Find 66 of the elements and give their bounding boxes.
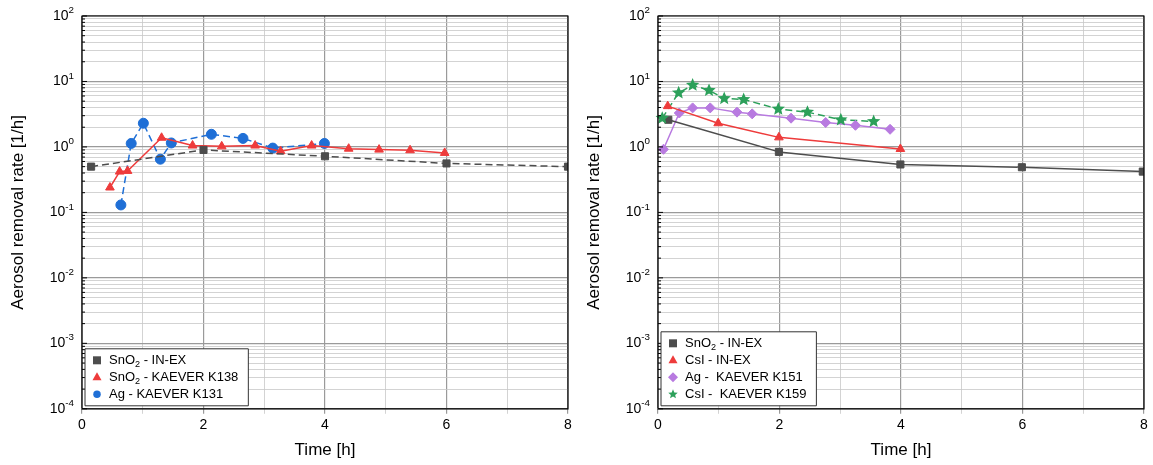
point xyxy=(216,140,227,150)
point xyxy=(658,143,669,155)
point xyxy=(105,182,115,191)
x-tick-label: 2 xyxy=(199,416,208,433)
point xyxy=(205,128,217,140)
x-tick-label: 0 xyxy=(654,416,663,433)
point xyxy=(1017,163,1026,172)
point xyxy=(672,85,686,99)
point xyxy=(125,137,137,149)
point xyxy=(774,147,783,156)
point xyxy=(774,131,784,141)
point xyxy=(318,137,330,149)
point xyxy=(87,162,96,171)
point xyxy=(250,140,260,149)
point xyxy=(713,117,723,127)
x-tick-label: 4 xyxy=(897,416,906,433)
point xyxy=(320,152,330,161)
legend-label: Ag - KAEVER K151 xyxy=(685,368,803,384)
x-tick-label: 6 xyxy=(442,416,451,433)
point xyxy=(685,78,700,91)
point xyxy=(137,117,149,129)
point xyxy=(800,105,815,118)
x-axis-title: Time [h] xyxy=(870,440,932,460)
x-axis-title: Time [h] xyxy=(294,440,356,460)
x-tick-label: 4 xyxy=(321,416,330,433)
point xyxy=(704,102,716,114)
point xyxy=(374,144,384,153)
point xyxy=(237,132,249,144)
point xyxy=(187,140,198,149)
point xyxy=(122,165,133,174)
point xyxy=(439,147,450,156)
point xyxy=(343,143,354,152)
point xyxy=(687,102,699,114)
point xyxy=(884,123,896,135)
point xyxy=(820,117,832,129)
point xyxy=(849,119,861,131)
point xyxy=(785,112,797,124)
point xyxy=(114,166,125,175)
point xyxy=(737,92,751,106)
point xyxy=(746,108,758,120)
legend-label: Ag - KAEVER K131 xyxy=(109,385,224,401)
point xyxy=(895,143,906,152)
y-axis-title: Aerosol removal rate [1/h] xyxy=(583,115,603,310)
point xyxy=(662,100,673,110)
x-tick-label: 6 xyxy=(1018,416,1027,433)
point xyxy=(405,144,415,154)
x-tick-label: 0 xyxy=(78,416,87,433)
point xyxy=(896,160,905,169)
x-tick-label: 8 xyxy=(564,416,573,433)
x-tick-label: 8 xyxy=(1140,416,1149,433)
point xyxy=(655,111,669,124)
point xyxy=(442,159,451,168)
point xyxy=(731,106,743,118)
point xyxy=(771,101,785,115)
point xyxy=(156,132,167,141)
x-tick-label: 2 xyxy=(775,416,784,433)
point xyxy=(867,114,881,128)
point xyxy=(199,145,208,154)
legend-label: CsI - KAEVER K159 xyxy=(685,385,807,401)
y-axis-title: Aerosol removal rate [1/h] xyxy=(7,115,27,310)
point xyxy=(717,91,731,105)
point xyxy=(306,140,317,149)
point xyxy=(115,199,127,211)
point xyxy=(834,112,848,126)
legend-label: CsI - IN-EX xyxy=(685,351,752,367)
point xyxy=(702,83,716,97)
